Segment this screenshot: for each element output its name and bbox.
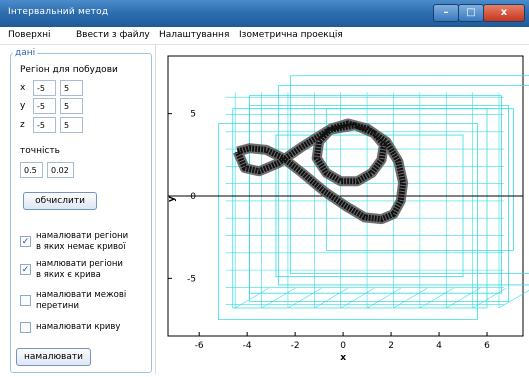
checkbox-draw-curve-label: намалювати криву: [36, 322, 121, 332]
z-max-input[interactable]: 5: [60, 117, 83, 133]
side-panel: дані Регіон для побудови x -5 5 y -5 5 z…: [0, 45, 156, 374]
checkbox-label-line: намалювати межові: [36, 290, 127, 300]
x-min-input[interactable]: -5: [33, 80, 56, 96]
y-tick-label: 5: [190, 110, 196, 120]
x-tick-label: -6: [195, 341, 204, 351]
checkbox-label-line: намалювати регіони: [36, 231, 129, 241]
accuracy-label: точність: [20, 146, 60, 156]
close-button[interactable]: x: [483, 4, 525, 22]
x-max-input[interactable]: 5: [60, 80, 83, 96]
checkbox-label-line: в яких немає кривої: [36, 242, 126, 252]
x-tick-label: 0: [340, 341, 346, 351]
x-tick-label: -4: [243, 341, 252, 351]
menu-settings[interactable]: Налаштування: [159, 30, 230, 40]
maximize-button[interactable]: □: [458, 4, 484, 22]
menu-load-from-file[interactable]: Ввести з файлу: [76, 30, 150, 40]
region-box: [217, 123, 478, 320]
z-axis-label: z: [20, 120, 25, 130]
compute-button[interactable]: обчислити: [23, 192, 97, 210]
x-tick-label: 6: [484, 341, 490, 351]
y-tick-label: 0: [190, 192, 196, 202]
menu-isometric-projection[interactable]: Ізометрична проекція: [239, 30, 343, 40]
checkbox-boundary-label: намалювати межові перетини: [36, 290, 126, 312]
title-bar[interactable]: Інтервальний метод – □ x: [0, 0, 529, 27]
y-max-input[interactable]: 5: [60, 98, 83, 114]
menu-surfaces[interactable]: Поверхні: [8, 30, 51, 40]
x-tick-label: -2: [291, 341, 300, 351]
curve-line: [234, 120, 407, 223]
checkbox-label-line: в яких є крива: [36, 270, 101, 280]
y-tick-label: -5: [187, 274, 196, 284]
axis-ticks: -6 -4 -2 0 2 4 6 5 0 -5: [168, 110, 490, 351]
data-group: [10, 53, 152, 373]
region-boxes: [217, 75, 529, 320]
y-axis-label: y: [20, 101, 26, 111]
checkbox-empty-regions[interactable]: ✓: [20, 236, 31, 247]
checkbox-draw-curve[interactable]: [20, 322, 31, 333]
z-min-input[interactable]: -5: [33, 117, 56, 133]
checkbox-label-line: намлювати регіони: [36, 259, 123, 269]
region-box: [325, 108, 514, 251]
region-box-edge: [498, 290, 529, 309]
window-title: Інтервальний метод: [8, 7, 109, 17]
region-box: [275, 134, 464, 278]
plot-area[interactable]: -6 -4 -2 0 2 4 6 5 0 -5 x y: [157, 45, 529, 374]
minimize-button[interactable]: –: [433, 4, 459, 22]
region-box: [289, 75, 529, 274]
x-tick-label: 2: [388, 341, 394, 351]
curve-layer: [233, 118, 409, 225]
x-tick-label: 4: [436, 341, 442, 351]
x-axis-title: x: [340, 353, 346, 363]
y-axis-title: y: [167, 196, 177, 202]
checkbox-curve-regions[interactable]: ✓: [20, 264, 31, 275]
region-label: Регіон для побудови: [20, 65, 118, 75]
accuracy-input-1[interactable]: 0.5: [20, 162, 43, 178]
checkbox-empty-regions-label: намалювати регіони в яких немає кривої: [36, 231, 128, 253]
y-min-input[interactable]: -5: [33, 98, 56, 114]
checkbox-curve-regions-label: намлювати регіони в яких є крива: [36, 259, 123, 281]
checkbox-label-line: перетини: [36, 301, 79, 311]
draw-button[interactable]: намалювати: [16, 348, 91, 366]
x-axis-label: x: [20, 83, 26, 93]
accuracy-input-2[interactable]: 0.02: [47, 162, 74, 178]
group-title: дані: [13, 48, 38, 58]
checkbox-boundary-intersections[interactable]: [20, 295, 31, 306]
menu-bar: Поверхні Ввести з файлу Налаштування Ізо…: [0, 27, 529, 45]
plot-svg[interactable]: -6 -4 -2 0 2 4 6 5 0 -5 x y: [157, 45, 529, 374]
